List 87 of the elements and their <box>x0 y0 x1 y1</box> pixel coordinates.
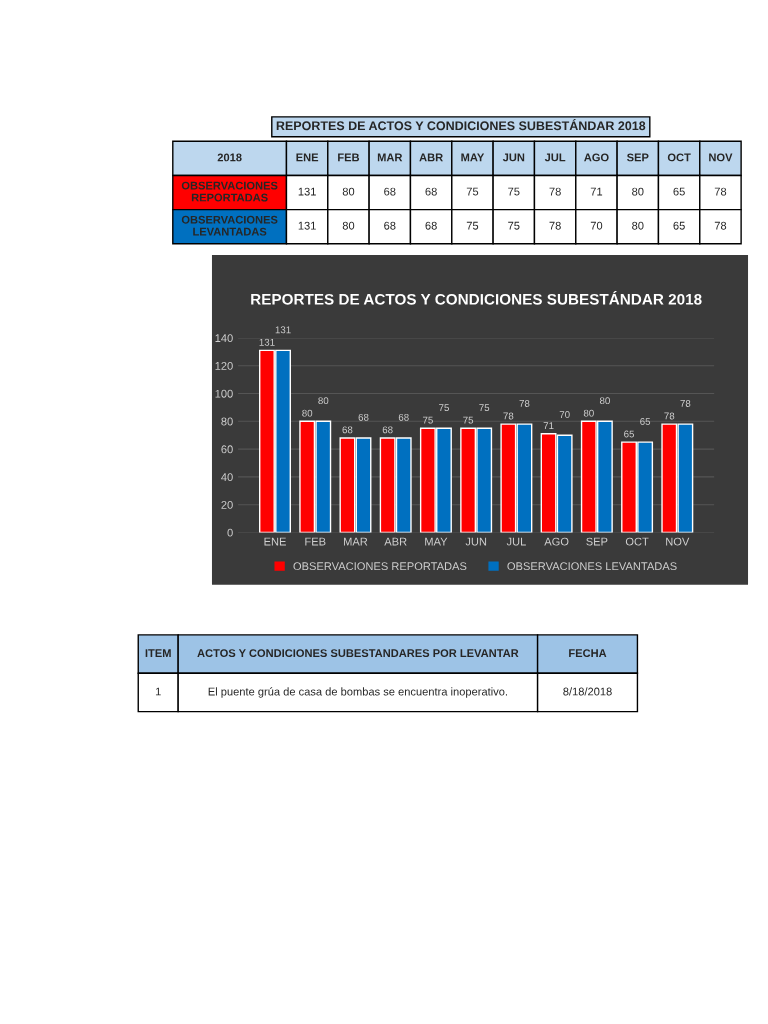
y-tick-label: 140 <box>215 334 233 343</box>
data-label: 68 <box>382 426 393 434</box>
data-label: 80 <box>318 397 329 405</box>
text: SEP <box>626 153 649 162</box>
text: FEB <box>338 153 360 162</box>
text: 80 <box>632 187 644 196</box>
chart-title: REPORTES DE ACTOS Y CONDICIONES SUBESTÁNDAR 2018 <box>251 291 702 305</box>
data-label: 70 <box>559 411 570 418</box>
text: NOV <box>709 153 733 162</box>
text: ENE <box>296 153 319 162</box>
x-tick-label: OCT <box>625 537 649 546</box>
x-tick-label: SEP <box>586 537 608 546</box>
text: MAR <box>377 153 403 162</box>
x-tick-label: JUL <box>506 537 526 546</box>
text: 68 <box>425 187 437 196</box>
text: 75 <box>508 187 520 196</box>
text: 80 <box>342 187 355 196</box>
data-label: 78 <box>519 400 530 407</box>
y-tick-label: 0 <box>227 528 233 537</box>
data-label: 75 <box>422 416 433 424</box>
y-tick-label: 40 <box>221 473 233 482</box>
text: 71 <box>590 187 603 196</box>
text: 70 <box>590 221 603 230</box>
data-label: 80 <box>599 397 610 405</box>
text: FECHA <box>569 649 607 658</box>
data-label: 68 <box>342 426 353 434</box>
y-tick-label: 20 <box>221 500 233 509</box>
x-tick-label: ABR <box>384 537 407 546</box>
data-label: 78 <box>503 412 514 420</box>
text: AGO <box>584 153 609 162</box>
text: 131 <box>298 221 316 230</box>
text: ITEM <box>145 649 171 657</box>
y-tick-label: 120 <box>215 361 233 370</box>
text: 75 <box>466 221 479 230</box>
text: 68 <box>425 221 437 230</box>
data-label: 78 <box>680 400 691 407</box>
y-tick-label: 60 <box>221 445 233 454</box>
text: 131 <box>298 187 316 196</box>
data-label: 71 <box>543 422 554 430</box>
text: 80 <box>342 221 355 230</box>
data-label: 80 <box>302 409 313 417</box>
y-tick-label: 80 <box>221 417 233 426</box>
text: ACTOS Y CONDICIONES SUBESTANDARES POR LEVANTAR <box>197 649 519 658</box>
text: 78 <box>549 187 561 196</box>
data-label: 75 <box>463 416 474 424</box>
text: 65 <box>673 221 685 230</box>
data-label: 65 <box>624 430 635 438</box>
text: El puente grúa de casa de bombas se encuentra inoperativo. <box>208 687 507 698</box>
text: REPORTES DE ACTOS Y CONDICIONES SUBESTÁNDAR 2018 <box>276 118 646 131</box>
text: OBSERVACIONES REPORTADAS <box>181 181 278 202</box>
text: 78 <box>714 221 727 230</box>
x-tick-label: NOV <box>666 537 690 546</box>
text: JUL <box>544 153 566 162</box>
text: OBSERVACIONES LEVANTADAS <box>181 215 278 236</box>
data-label: 80 <box>583 409 594 417</box>
text: 68 <box>384 187 396 196</box>
text: 1 <box>155 687 161 696</box>
legend-label: OBSERVACIONES REPORTADAS <box>293 562 467 571</box>
data-label: 68 <box>358 413 369 421</box>
legend-label: OBSERVACIONES LEVANTADAS <box>507 562 677 571</box>
text: OCT <box>667 153 691 162</box>
text: 2018 <box>217 153 242 162</box>
text: ABR <box>419 153 443 162</box>
x-tick-label: ENE <box>264 537 286 546</box>
text: 8/18/2018 <box>563 687 612 696</box>
text: 75 <box>466 187 479 196</box>
text: 68 <box>384 221 396 230</box>
data-label: 78 <box>664 412 675 420</box>
text: 80 <box>632 221 644 230</box>
data-label: 75 <box>439 404 449 412</box>
x-tick-label: MAR <box>344 537 368 546</box>
text: JUN <box>502 153 525 162</box>
x-tick-label: JUN <box>465 537 487 546</box>
x-tick-label: MAY <box>425 537 448 546</box>
data-label: 65 <box>640 418 651 425</box>
data-label: 131 <box>275 326 291 334</box>
data-label: 131 <box>259 338 275 346</box>
text: 78 <box>549 221 561 230</box>
x-tick-label: FEB <box>305 537 326 546</box>
text: 75 <box>508 221 520 230</box>
text: 78 <box>714 187 727 196</box>
y-tick-label: 100 <box>215 389 233 398</box>
data-label: 75 <box>479 404 490 412</box>
text: MAY <box>461 153 485 162</box>
data-label: 68 <box>398 413 409 421</box>
x-tick-label: AGO <box>544 537 569 546</box>
text: 65 <box>673 187 685 196</box>
